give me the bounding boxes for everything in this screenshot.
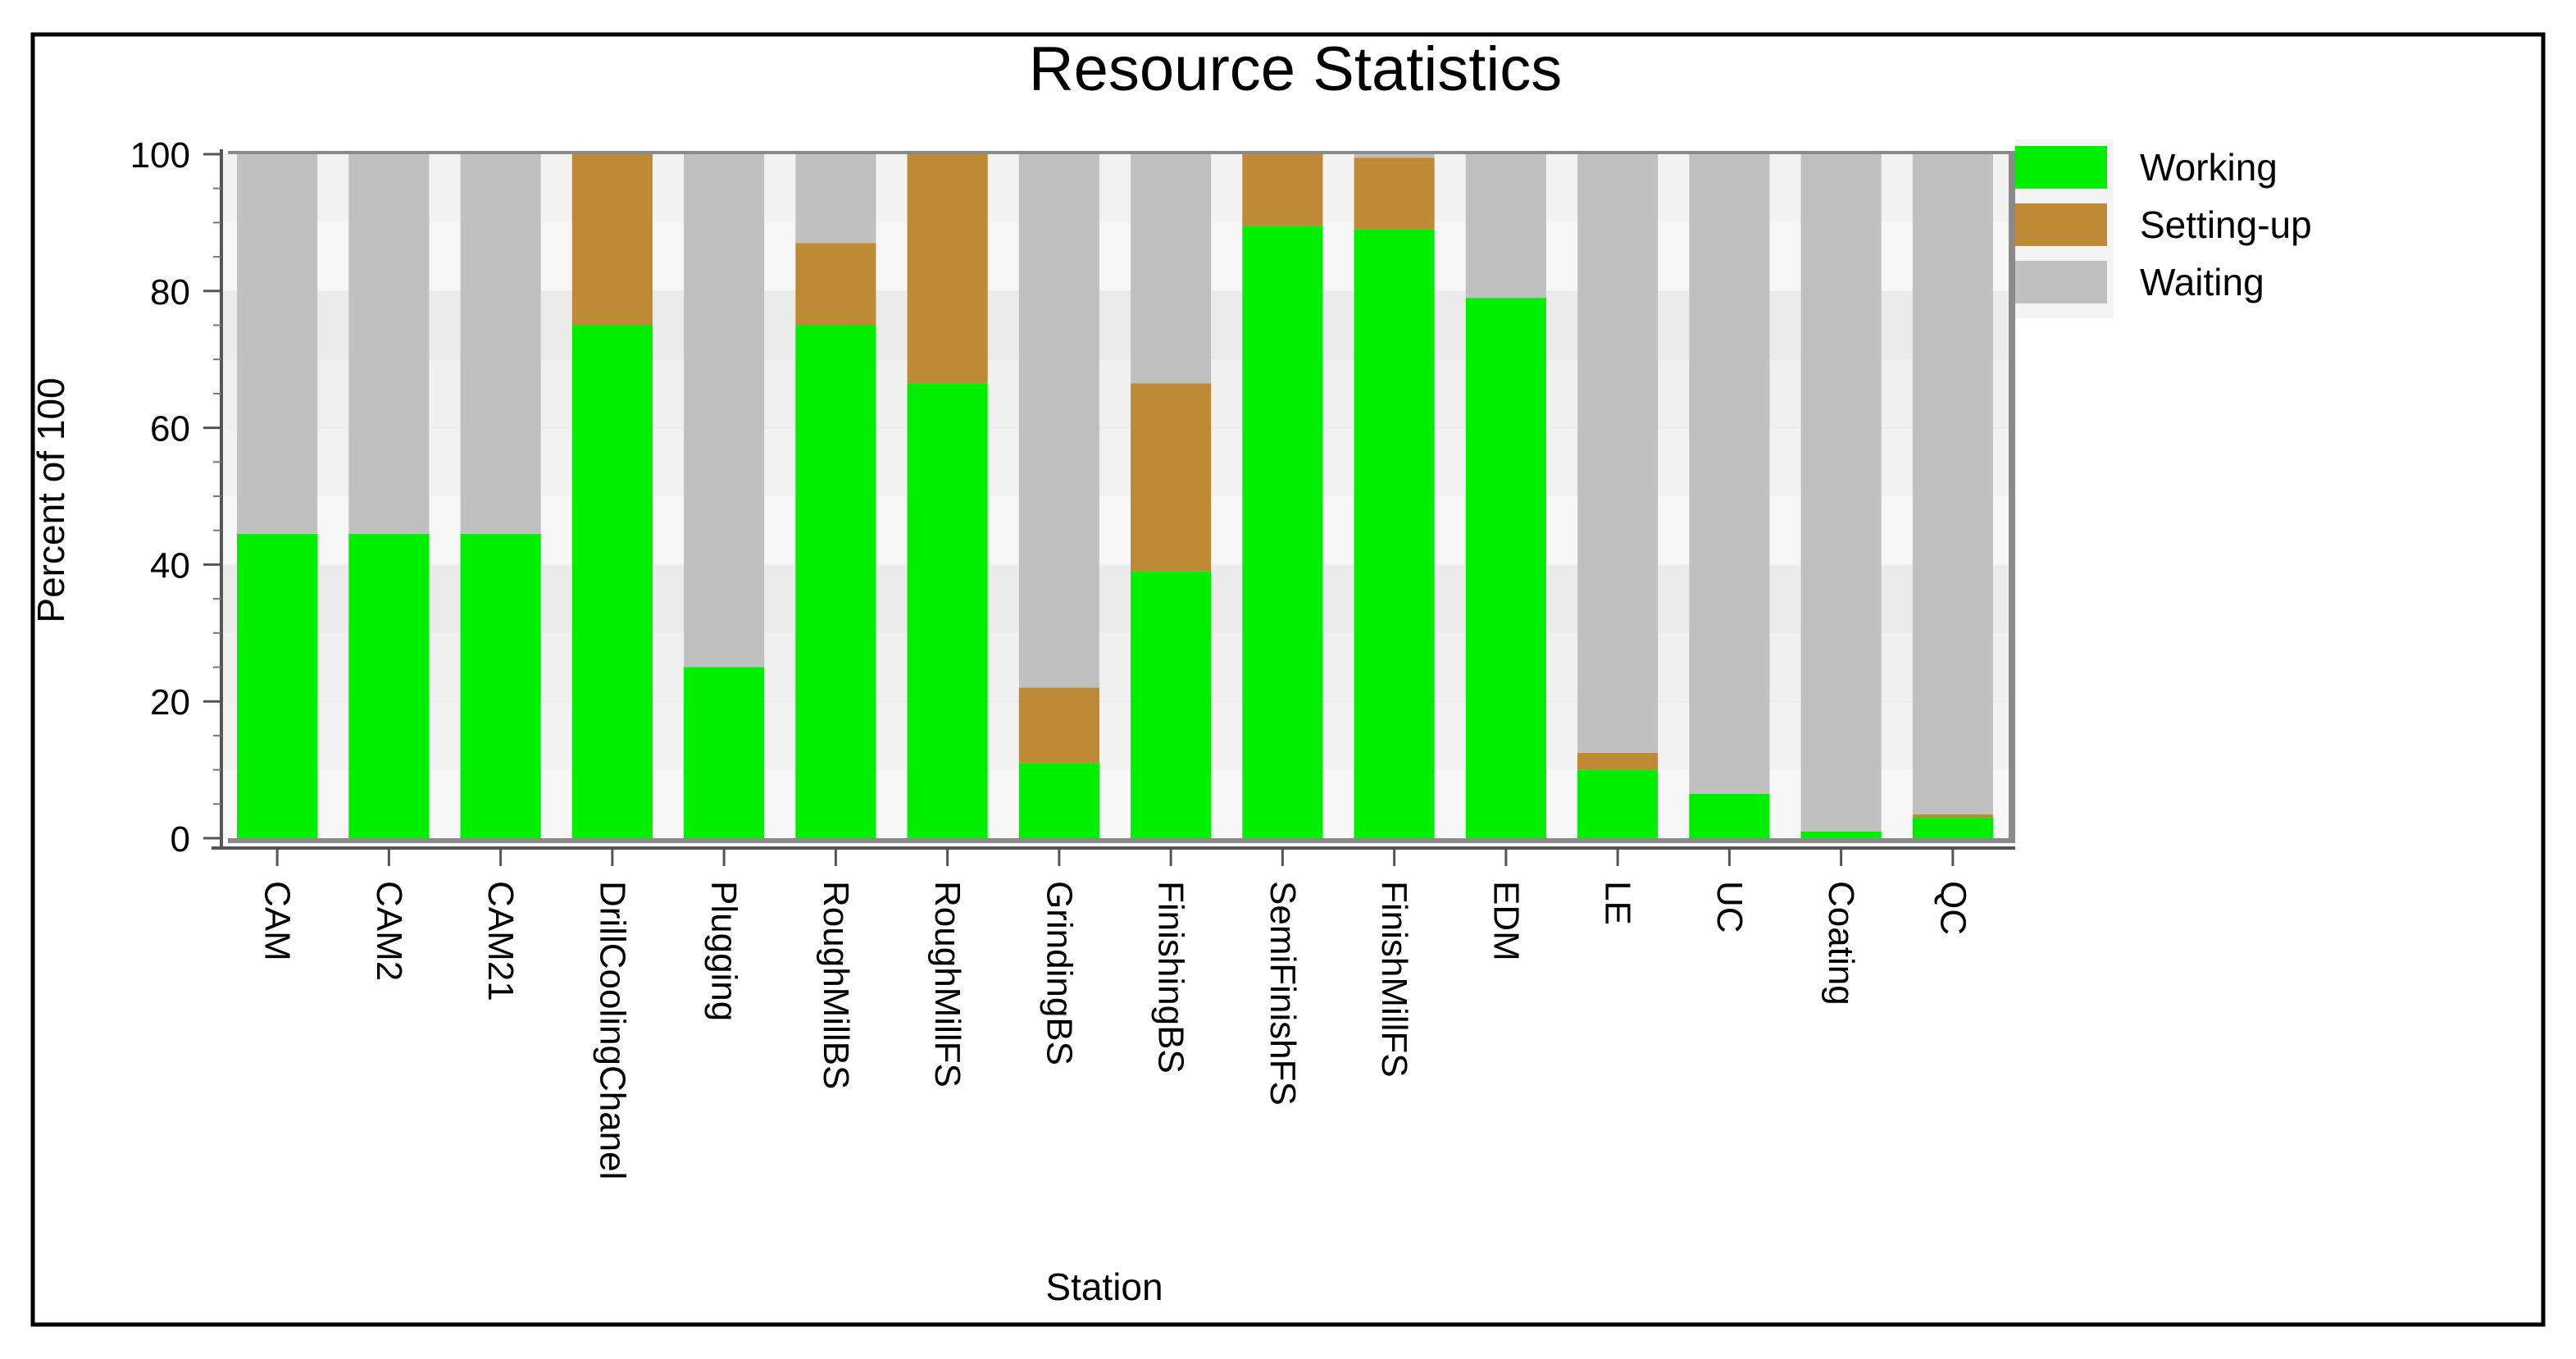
bar-working-coating — [1800, 831, 1882, 838]
bar-working-cam — [237, 533, 318, 838]
bar-setting-up-grindingbs — [1018, 687, 1099, 764]
axes: 0 20 40 60 80 100 CAM CAM2 CAM21 DrillCoolingChan… — [130, 135, 2015, 1179]
x-tick-label: FinishingBS — [1151, 881, 1191, 1074]
bar-working-semifinishfs — [1242, 226, 1323, 838]
bar-waiting-qc — [1912, 154, 1993, 814]
bar-working-plugging — [684, 667, 765, 838]
y-tick-label: 80 — [150, 272, 190, 312]
x-tick-label: GrindingBS — [1039, 881, 1079, 1065]
bar-setting-up-le — [1577, 752, 1659, 770]
bar-working-edm — [1465, 298, 1546, 838]
bar-group — [237, 154, 1993, 838]
bar-setting-up-semifinishfs — [1242, 154, 1323, 226]
x-tick-label: EDM — [1486, 881, 1526, 961]
legend-swatch-working — [2015, 146, 2107, 189]
bar-waiting-edm — [1465, 154, 1546, 299]
x-tick-label: SemiFinishFS — [1263, 881, 1303, 1106]
bar-setting-up-finishmillfs — [1354, 157, 1435, 230]
bar-waiting-coating — [1800, 154, 1882, 832]
bar-setting-up-finishingbs — [1131, 383, 1212, 572]
x-tick-label: FinishMillFS — [1374, 881, 1414, 1078]
bar-waiting-le — [1577, 154, 1659, 753]
legend-label: Working — [2140, 146, 2278, 189]
x-tick-label: UC — [1709, 881, 1750, 933]
bar-setting-up-roughmillbs — [795, 243, 876, 326]
x-tick-label: RoughMillBS — [816, 881, 856, 1089]
bar-waiting-cam21 — [460, 154, 541, 534]
bar-working-roughmillbs — [795, 325, 876, 838]
bar-setting-up-roughmillfs — [907, 154, 988, 384]
bar-working-cam21 — [460, 533, 541, 838]
legend-label: Setting-up — [2140, 203, 2312, 246]
bar-working-le — [1577, 769, 1659, 838]
y-tick-label: 40 — [150, 545, 190, 586]
x-tick-label: Coating — [1821, 881, 1861, 1006]
x-tick-label: LE — [1598, 881, 1638, 925]
bar-working-roughmillfs — [907, 383, 988, 838]
legend-swatch-setting-up — [2015, 203, 2107, 246]
y-tick-label: 60 — [150, 409, 190, 449]
bar-waiting-finishmillfs — [1354, 154, 1435, 158]
bar-waiting-cam — [237, 154, 318, 534]
bar-working-drillcoolingchanel — [571, 325, 653, 838]
bar-waiting-cam2 — [348, 154, 430, 534]
bar-waiting-grindingbs — [1018, 154, 1099, 688]
bar-working-finishingbs — [1131, 571, 1212, 838]
x-tick-label: CAM2 — [369, 881, 409, 981]
legend-swatch-waiting — [2015, 261, 2107, 303]
bar-waiting-uc — [1689, 154, 1770, 794]
chart-title: Resource Statistics — [1029, 34, 1562, 104]
y-tick-label: 100 — [130, 135, 190, 176]
bar-working-qc — [1912, 817, 1993, 838]
bar-working-cam2 — [348, 533, 430, 838]
x-tick-label: CAM21 — [480, 881, 521, 1001]
x-tick-label: QC — [1932, 881, 1973, 935]
x-tick-label: Plugging — [704, 881, 744, 1021]
bar-waiting-plugging — [684, 154, 765, 668]
bar-setting-up-qc — [1912, 814, 1993, 818]
bar-setting-up-drillcoolingchanel — [571, 154, 653, 326]
y-tick-label: 0 — [171, 819, 190, 860]
bar-working-uc — [1689, 793, 1770, 838]
x-tick-label: RoughMillFS — [927, 881, 967, 1088]
x-tick-label: DrillCoolingChanel — [592, 881, 632, 1179]
y-tick-label: 20 — [150, 682, 190, 723]
bar-waiting-finishingbs — [1131, 154, 1212, 384]
legend-label: Waiting — [2140, 261, 2264, 303]
y-axis-label: Percent of 100 — [30, 377, 72, 622]
bar-working-finishmillfs — [1354, 229, 1435, 838]
legend: Working Setting-up Waiting — [2015, 139, 2312, 318]
bar-working-grindingbs — [1018, 763, 1099, 838]
x-axis-label: Station — [1045, 1266, 1163, 1308]
x-tick-label: CAM — [257, 881, 298, 961]
bar-waiting-roughmillbs — [795, 154, 876, 244]
